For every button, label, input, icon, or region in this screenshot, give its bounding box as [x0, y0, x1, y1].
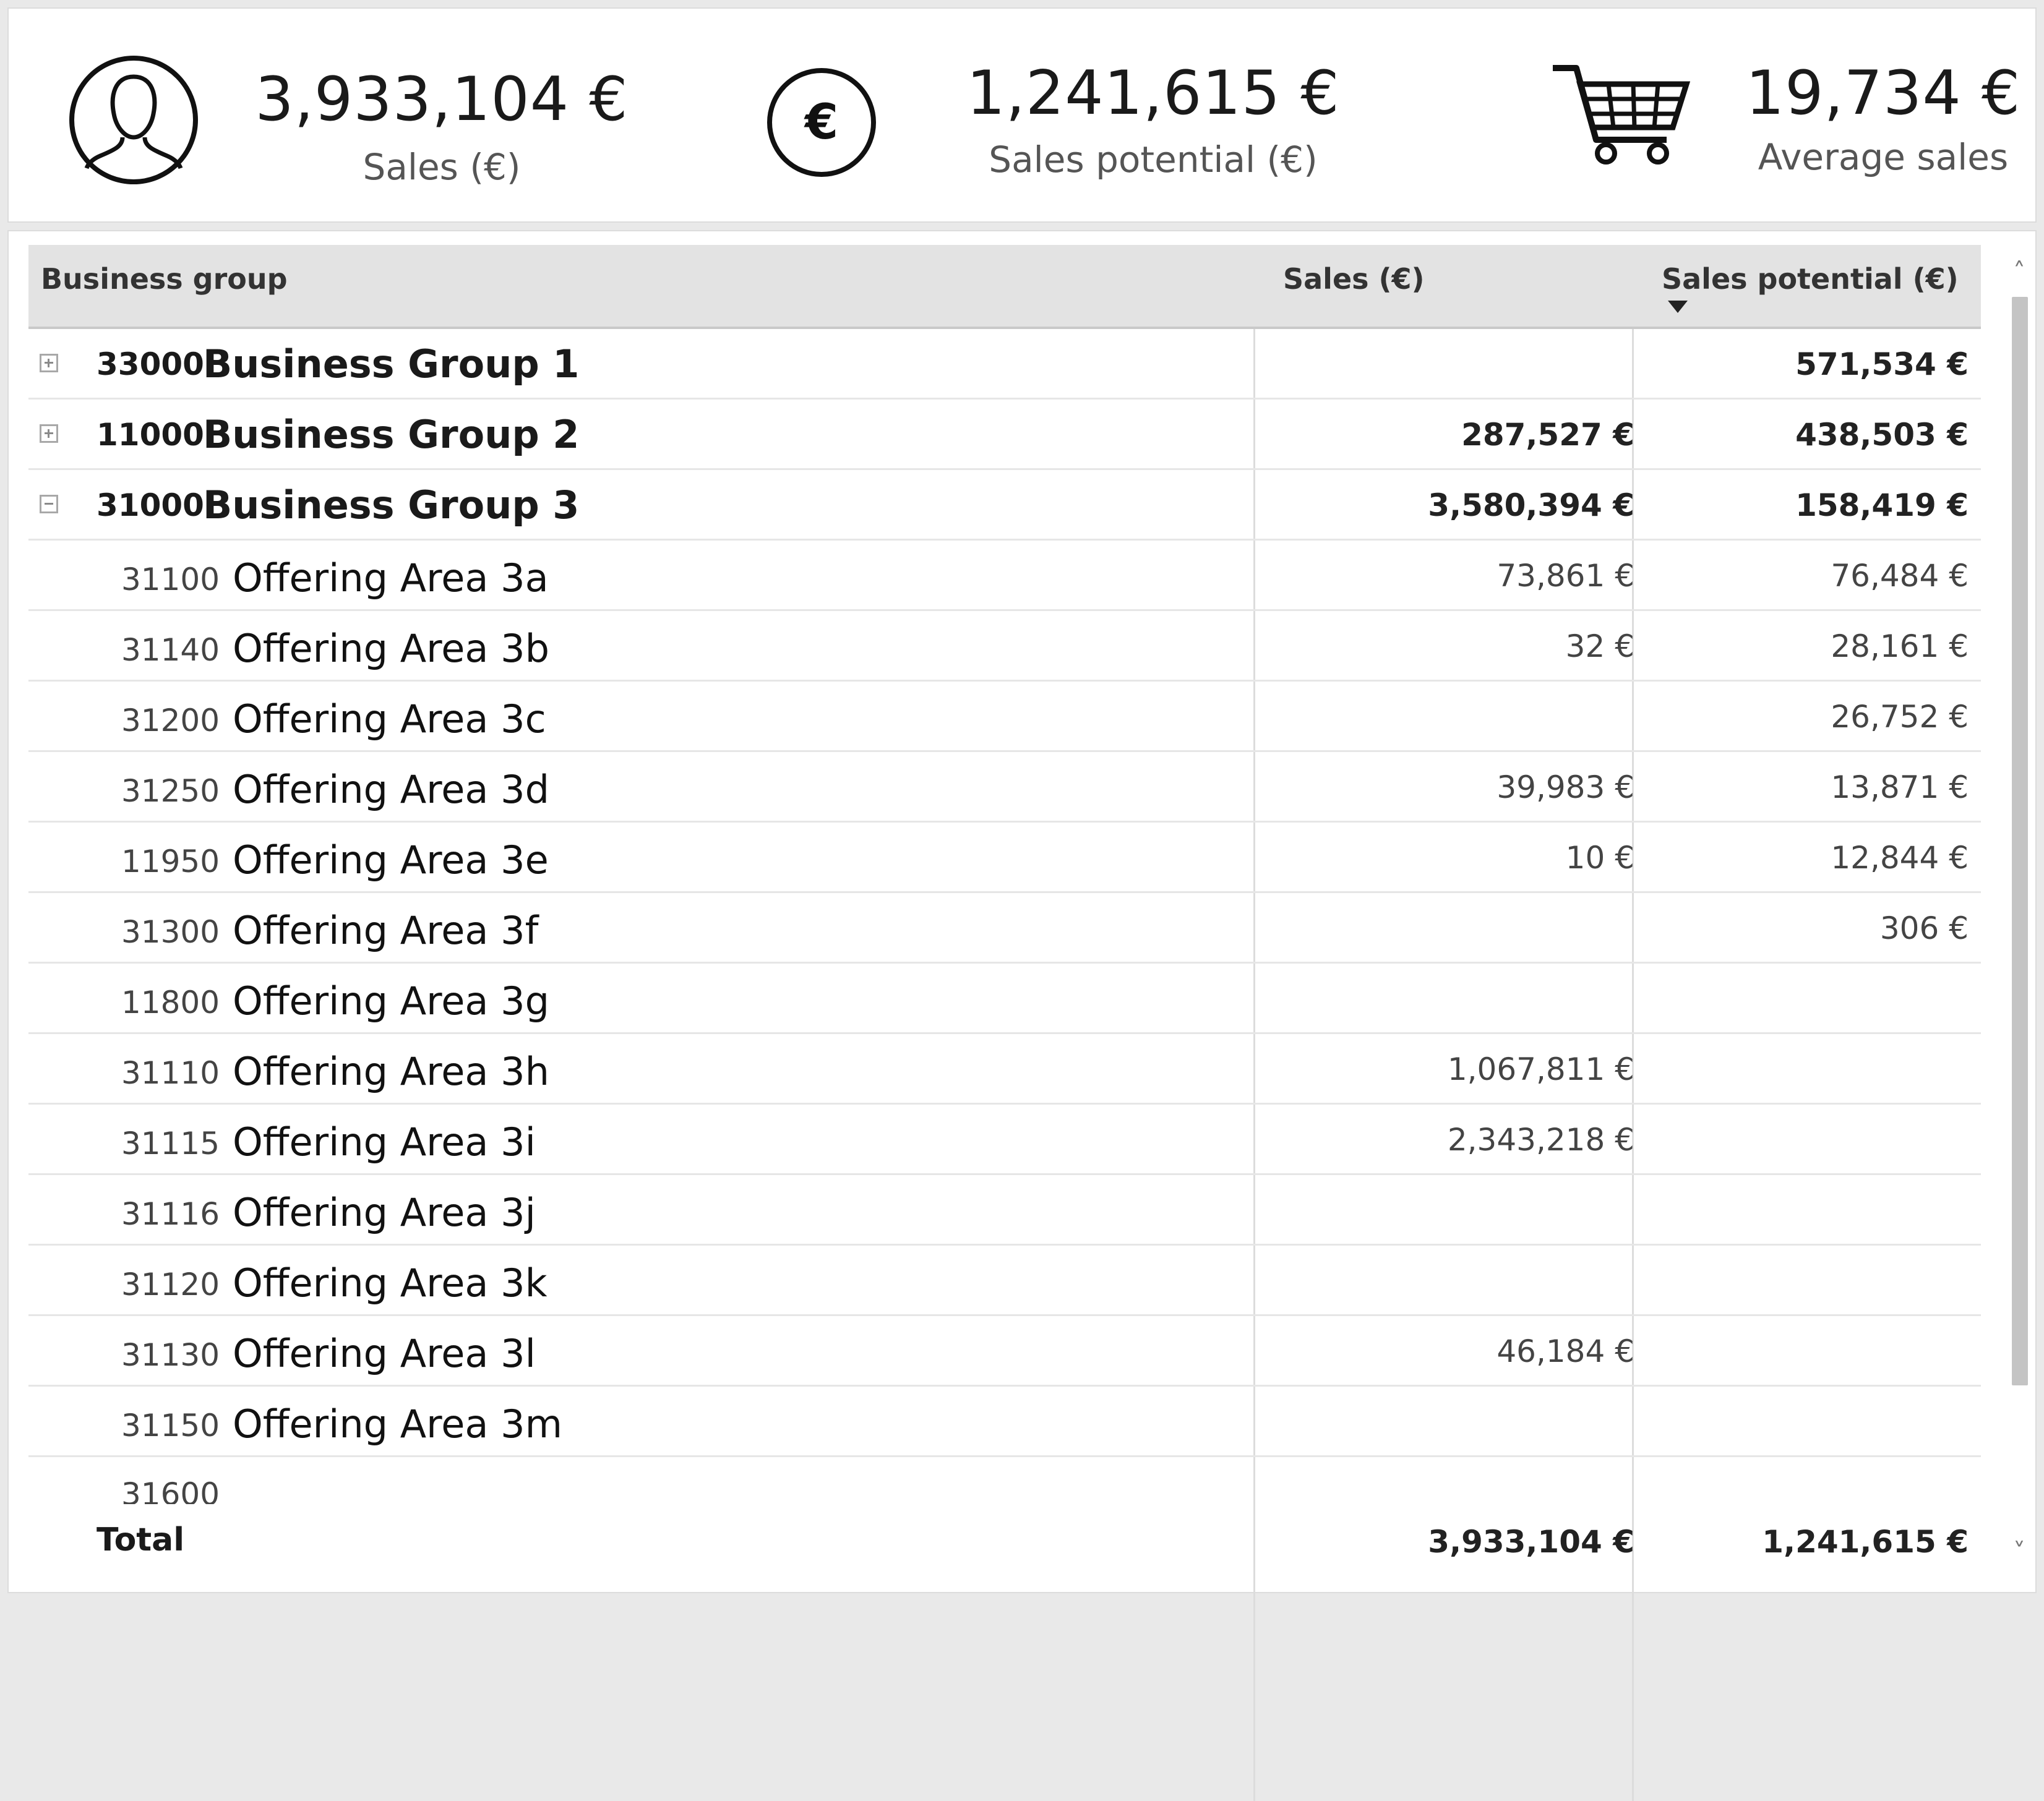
row-code: 31120 — [121, 1267, 220, 1303]
row-potential: 158,419 € — [1795, 487, 1969, 523]
person-icon — [69, 56, 198, 184]
scroll-down-icon[interactable]: ˅ — [2013, 1538, 2025, 1567]
row-potential: 12,844 € — [1831, 840, 1969, 876]
table-row[interactable]: 31100 Offering Area 3a 73,861 € 76,484 € — [28, 541, 1981, 611]
header-business-group[interactable]: Business group — [41, 262, 288, 296]
kpi-average-label: Average sales — [1758, 136, 2009, 178]
column-divider — [1632, 329, 1634, 1801]
kpi-sales-value: 3,933,104 € — [255, 64, 629, 135]
total-sales: 3,933,104 € — [1428, 1524, 1634, 1560]
row-code: 31116 — [121, 1196, 220, 1232]
row-code: 31000 — [97, 487, 204, 523]
vertical-scrollbar[interactable]: ˄ ˅ — [2007, 258, 2032, 1567]
kpi-potential-label: Sales potential (€) — [989, 139, 1318, 181]
row-sales: 73,861 € — [1496, 558, 1634, 594]
row-code: 33000 — [97, 346, 204, 382]
row-sales: 3,580,394 € — [1428, 487, 1634, 523]
table-row[interactable]: 31110 Offering Area 3h 1,067,811 € — [28, 1034, 1981, 1105]
row-potential: 438,503 € — [1795, 417, 1969, 453]
row-code: 11950 — [121, 844, 220, 879]
row-sales: 10 € — [1565, 840, 1634, 876]
row-code: 31300 — [121, 914, 220, 950]
row-code: 31115 — [121, 1126, 220, 1161]
table-row-group[interactable]: 33000 Business Group 1 571,534 € — [28, 329, 1981, 400]
row-potential: 28,161 € — [1831, 628, 1969, 664]
table-row[interactable]: 31300 Offering Area 3f 306 € — [28, 893, 1981, 964]
row-code: 31140 — [121, 632, 220, 668]
row-code: 11800 — [121, 985, 220, 1020]
row-name: Offering Area 3m — [233, 1401, 562, 1447]
expand-icon[interactable] — [40, 424, 58, 443]
row-name: Business Group 3 — [203, 482, 580, 528]
table-row[interactable]: 31200 Offering Area 3c 26,752 € — [28, 682, 1981, 752]
row-name: Business Group 2 — [203, 412, 580, 457]
row-sales: 287,527 € — [1461, 417, 1634, 453]
row-code: 31150 — [121, 1408, 220, 1444]
row-code: 11000 — [97, 417, 204, 453]
svg-text:€: € — [804, 95, 838, 150]
table-row-group[interactable]: 11000 Business Group 2 287,527 € 438,503… — [28, 400, 1981, 470]
row-code: 31100 — [121, 562, 220, 597]
table-row[interactable]: 31116 Offering Area 3j — [28, 1175, 1981, 1246]
table-row[interactable]: 31115 Offering Area 3i 2,343,218 € — [28, 1105, 1981, 1175]
euro-icon: € — [767, 68, 876, 177]
row-potential: 571,534 € — [1795, 346, 1969, 382]
row-name: Offering Area 3f — [233, 908, 539, 953]
kpi-average-value: 19,734 € — [1745, 58, 2021, 129]
total-label: Total — [97, 1521, 185, 1559]
row-sales: 32 € — [1565, 628, 1634, 664]
row-name: Offering Area 3a — [233, 555, 549, 601]
collapse-icon[interactable] — [40, 495, 58, 513]
row-name: Offering Area 3l — [233, 1331, 536, 1376]
row-sales: 2,343,218 € — [1447, 1122, 1634, 1158]
row-code: 31110 — [121, 1055, 220, 1091]
column-divider — [1253, 329, 1255, 1801]
table-row[interactable]: 31130 Offering Area 3l 46,184 € — [28, 1316, 1981, 1387]
row-name: Offering Area 3k — [233, 1260, 548, 1306]
total-potential: 1,241,615 € — [1762, 1524, 1969, 1560]
row-code: 31130 — [121, 1337, 220, 1373]
row-name: Offering Area 3e — [233, 837, 549, 883]
table-row[interactable]: 31150 Offering Area 3m — [28, 1387, 1981, 1457]
table-row[interactable]: 11950 Offering Area 3e 10 € 12,844 € — [28, 823, 1981, 893]
row-name: Offering Area 3i — [233, 1119, 536, 1165]
row-name: Offering Area 3g — [233, 978, 549, 1024]
row-name: Offering Area 3j — [233, 1190, 536, 1235]
kpi-potential-value: 1,241,615 € — [966, 58, 1340, 129]
scrollbar-thumb[interactable] — [2012, 297, 2028, 1385]
row-potential: 306 € — [1879, 910, 1969, 946]
expand-icon[interactable] — [40, 354, 58, 372]
shopping-cart-icon — [1553, 65, 1691, 165]
kpi-panel: 3,933,104 € Sales (€) € 1,241,615 € Sale… — [7, 7, 2037, 223]
header-sales[interactable]: Sales (€) — [1283, 262, 1425, 296]
table-header: Business group Sales (€) Sales potential… — [28, 245, 1981, 329]
row-code: 31200 — [121, 703, 220, 738]
row-sales: 46,184 € — [1496, 1333, 1634, 1369]
sort-descending-icon[interactable] — [1668, 301, 1688, 313]
header-sales-potential[interactable]: Sales potential (€) — [1662, 262, 1959, 296]
row-code-partial: 31600 — [121, 1476, 220, 1504]
table-row[interactable]: 11800 Offering Area 3g — [28, 964, 1981, 1034]
row-name: Business Group 1 — [203, 341, 580, 387]
kpi-sales-label: Sales (€) — [363, 146, 521, 188]
row-name: Offering Area 3b — [233, 626, 549, 671]
scroll-up-icon[interactable]: ˄ — [2013, 258, 2025, 286]
row-name: Offering Area 3d — [233, 767, 549, 812]
row-potential: 76,484 € — [1831, 558, 1969, 594]
table-row[interactable]: 31250 Offering Area 3d 39,983 € 13,871 € — [28, 752, 1981, 823]
row-sales: 1,067,811 € — [1447, 1051, 1634, 1087]
row-code: 31250 — [121, 773, 220, 809]
row-sales: 39,983 € — [1496, 769, 1634, 805]
table-row-group[interactable]: 31000 Business Group 3 3,580,394 € 158,4… — [28, 470, 1981, 541]
row-name: Offering Area 3h — [233, 1049, 549, 1094]
matrix-table: Business group Sales (€) Sales potential… — [7, 230, 2037, 1801]
row-potential: 13,871 € — [1831, 769, 1969, 805]
row-name: Offering Area 3c — [233, 696, 546, 742]
total-row: Total 3,933,104 € 1,241,615 € — [28, 1507, 1981, 1568]
table-row[interactable]: 31140 Offering Area 3b 32 € 28,161 € — [28, 611, 1981, 682]
table-row[interactable]: 31120 Offering Area 3k — [28, 1246, 1981, 1316]
row-potential: 26,752 € — [1831, 699, 1969, 735]
